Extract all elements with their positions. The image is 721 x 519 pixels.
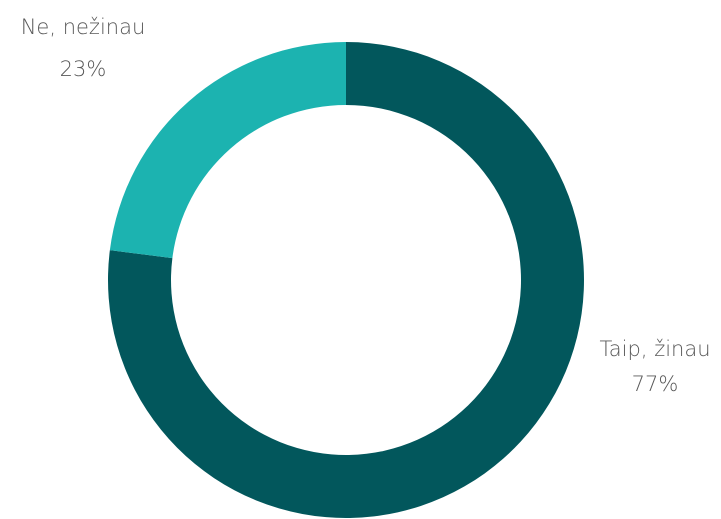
slice-label: Ne, nežinau <box>21 15 146 39</box>
slice-value-label: 77% <box>632 372 679 396</box>
slice-label: Taip, žinau <box>599 337 710 361</box>
slice-value-label: 23% <box>60 57 107 81</box>
donut-slice <box>109 42 346 259</box>
